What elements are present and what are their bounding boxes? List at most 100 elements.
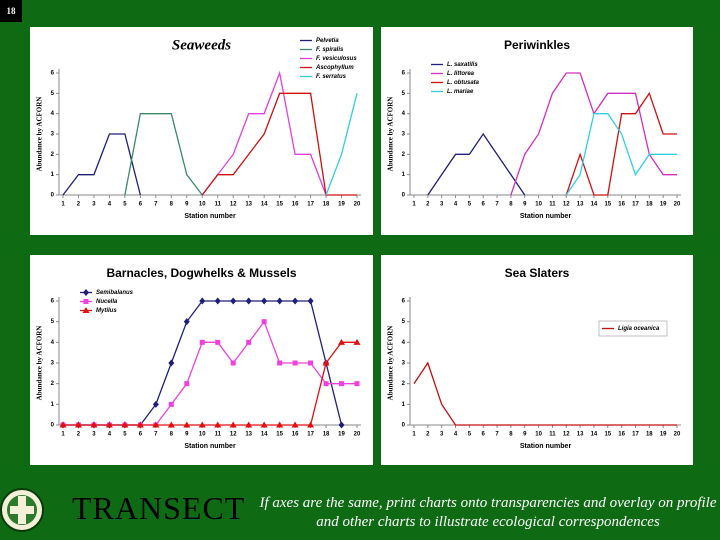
- x-tick-label: 4: [108, 202, 112, 208]
- x-tick-label: 13: [245, 432, 252, 438]
- marker: [168, 401, 174, 407]
- footer-title: TRANSECT: [72, 490, 246, 526]
- marker: [261, 297, 268, 305]
- marker: [152, 421, 160, 428]
- y-tick-label: 2: [402, 152, 406, 158]
- series-line: [413, 361, 677, 426]
- x-tick-label: 2: [426, 432, 430, 438]
- y-axis-label: Abundance by ACFORN: [387, 326, 395, 401]
- x-axis-label: Station number: [184, 213, 236, 220]
- y-tick-label: 0: [402, 193, 406, 199]
- logo: [0, 488, 44, 532]
- marker: [245, 421, 253, 428]
- marker: [199, 297, 206, 305]
- marker: [121, 421, 129, 428]
- x-tick-label: 19: [338, 202, 345, 208]
- legend-label: L. obtusata: [447, 80, 480, 86]
- x-tick-label: 10: [199, 432, 206, 438]
- series-line: [427, 132, 526, 196]
- x-tick-label: 10: [199, 202, 206, 208]
- x-tick-label: 3: [92, 432, 96, 438]
- y-tick-label: 1: [402, 172, 406, 178]
- x-tick-label: 15: [276, 202, 283, 208]
- x-tick-label: 1: [412, 202, 416, 208]
- x-tick-label: 10: [535, 432, 542, 438]
- x-tick-label: 16: [618, 432, 625, 438]
- marker: [323, 381, 329, 387]
- marker: [292, 297, 299, 305]
- marker: [338, 421, 345, 429]
- legend-label: F. serratus: [316, 74, 347, 80]
- x-tick-label: 8: [509, 432, 513, 438]
- slide-number: 18: [0, 0, 22, 22]
- x-tick-label: 4: [108, 432, 112, 438]
- marker: [229, 421, 237, 428]
- x-tick-label: 13: [577, 432, 584, 438]
- x-tick-label: 1: [61, 202, 65, 208]
- x-tick-label: 20: [354, 202, 361, 208]
- x-tick-label: 18: [646, 432, 653, 438]
- y-tick-label: 6: [51, 71, 55, 77]
- marker: [261, 319, 267, 325]
- marker: [292, 360, 298, 366]
- y-tick-label: 4: [51, 340, 55, 346]
- x-tick-label: 11: [215, 432, 222, 438]
- marker: [199, 339, 205, 345]
- y-tick-label: 3: [51, 361, 55, 367]
- marker: [338, 338, 346, 345]
- x-tick-label: 15: [604, 202, 611, 208]
- legend-label: Pelvetia: [316, 38, 339, 44]
- series-line: [565, 91, 677, 196]
- x-tick-label: 12: [563, 202, 570, 208]
- x-tick-label: 12: [230, 432, 237, 438]
- y-axis-label: Abundance by ACFORN: [36, 326, 44, 401]
- series-line: [201, 70, 327, 196]
- x-tick-label: 8: [509, 202, 513, 208]
- marker: [277, 360, 283, 366]
- x-tick-label: 3: [440, 432, 444, 438]
- x-tick-label: 9: [185, 202, 189, 208]
- marker: [183, 318, 190, 326]
- y-tick-label: 3: [402, 361, 406, 367]
- legend-label: L. littorea: [447, 71, 475, 77]
- x-tick-label: 7: [154, 432, 158, 438]
- marker: [354, 381, 360, 387]
- legend-label: Semibalanus: [96, 290, 134, 296]
- x-tick-label: 3: [92, 202, 96, 208]
- legend-label: Ascophyllum: [315, 65, 354, 71]
- marker: [245, 297, 252, 305]
- y-tick-label: 5: [51, 319, 55, 325]
- x-tick-label: 14: [261, 202, 268, 208]
- legend-label: Nucella: [96, 299, 118, 305]
- y-axis-label: Abundance by ACFORN: [36, 97, 44, 172]
- marker: [353, 338, 361, 345]
- x-tick-label: 14: [261, 432, 268, 438]
- legend-label: F. vesiculosus: [316, 56, 357, 62]
- x-tick-label: 11: [549, 432, 556, 438]
- y-tick-label: 1: [51, 172, 55, 178]
- x-tick-label: 10: [535, 202, 542, 208]
- y-tick-label: 6: [402, 71, 406, 77]
- x-tick-label: 17: [632, 432, 639, 438]
- marker: [184, 381, 190, 387]
- x-tick-label: 3: [440, 202, 444, 208]
- x-tick-label: 7: [154, 202, 158, 208]
- x-tick-label: 5: [123, 432, 127, 438]
- x-axis-label: Station number: [184, 443, 236, 450]
- marker: [276, 297, 283, 305]
- marker: [246, 339, 252, 345]
- x-tick-label: 5: [468, 432, 472, 438]
- series-line: [62, 133, 141, 196]
- x-axis-label: Station number: [520, 213, 572, 220]
- y-tick-label: 0: [402, 423, 406, 429]
- x-tick-label: 7: [495, 202, 499, 208]
- marker: [168, 359, 175, 367]
- x-tick-label: 19: [660, 202, 667, 208]
- legend-marker: [83, 299, 89, 304]
- marker: [198, 421, 206, 428]
- marker: [215, 339, 221, 345]
